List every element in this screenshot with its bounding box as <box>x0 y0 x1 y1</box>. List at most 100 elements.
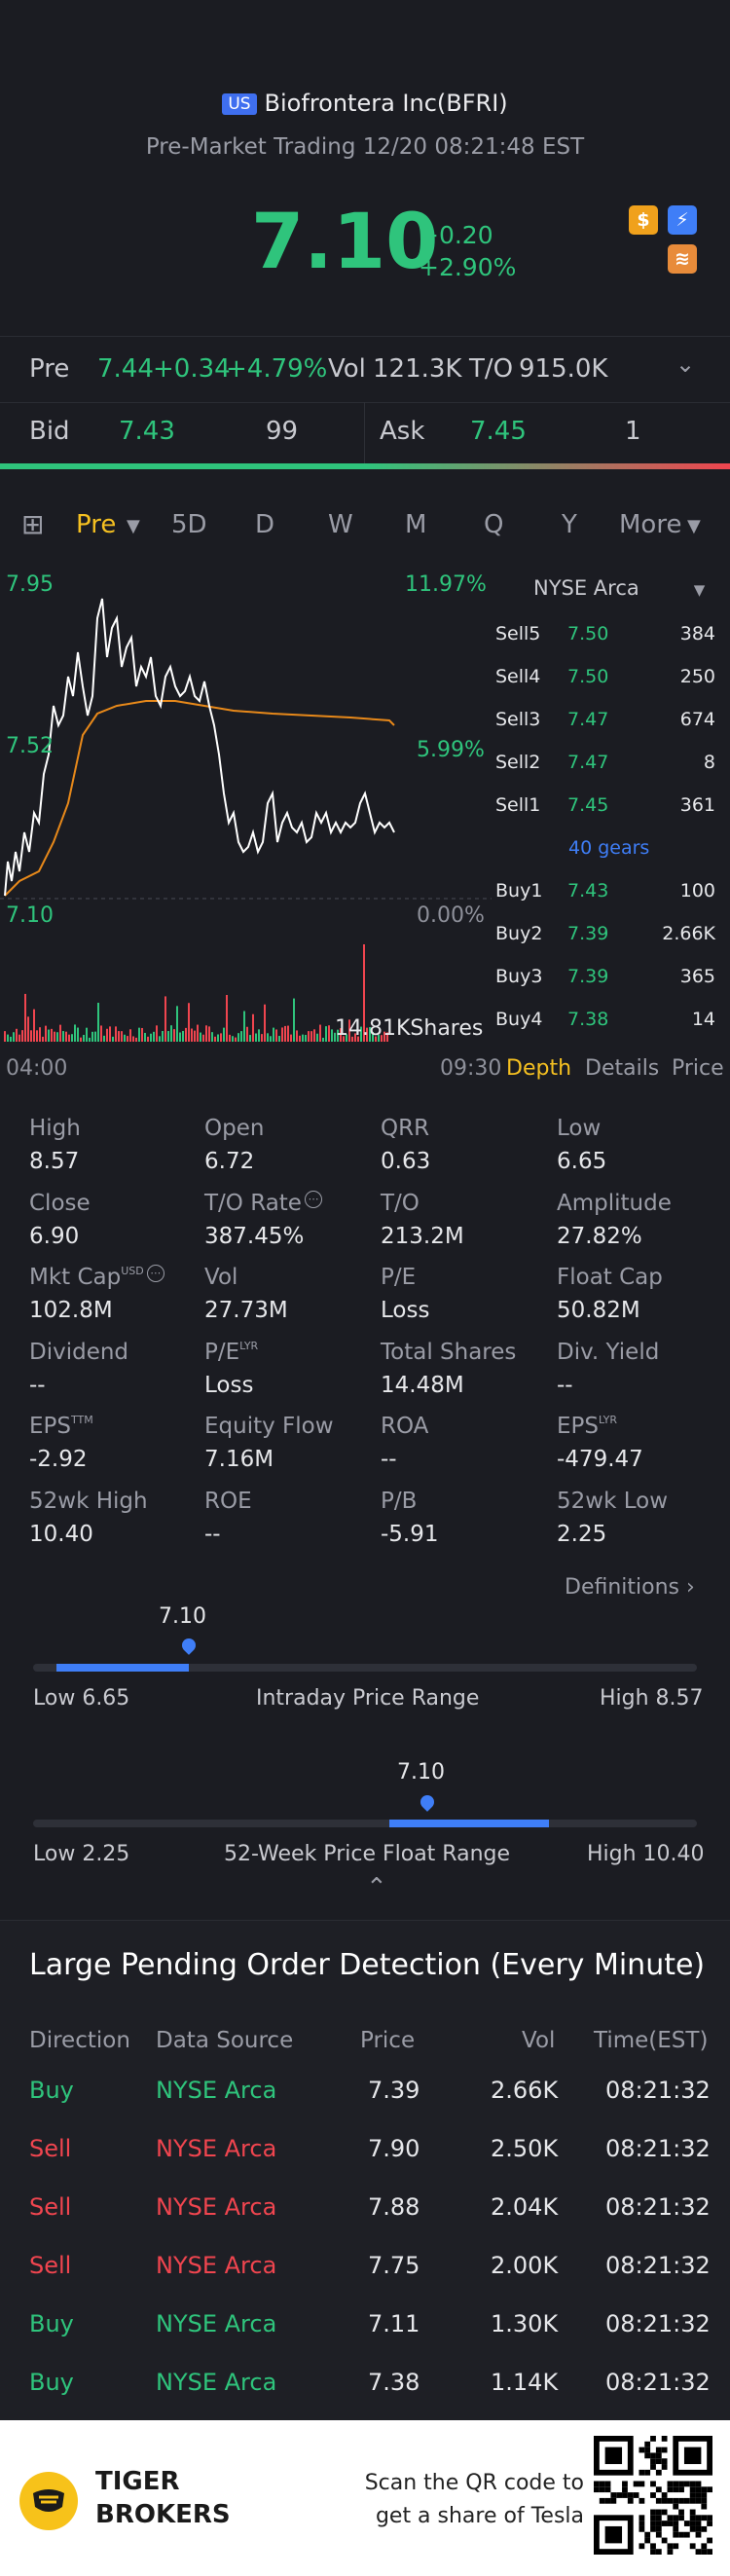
stat-superscript: LYR <box>599 1414 618 1426</box>
volume-bar <box>378 1034 380 1042</box>
info-icon[interactable]: ⋯ <box>146 1265 164 1282</box>
volume-bar <box>162 1031 164 1042</box>
chart-y-mid: 7.52 <box>6 734 54 758</box>
week52-low: Low 2.25 <box>33 1842 130 1866</box>
sell-row[interactable]: Sell5 7.50 384 <box>492 623 725 662</box>
tab-year[interactable]: Y <box>562 510 577 539</box>
orders-header-time: Time(EST) <box>594 2028 709 2053</box>
sell-row[interactable]: Sell2 7.47 8 <box>492 752 725 791</box>
depth-gears[interactable]: 40 gears <box>568 837 650 859</box>
volume-bar <box>360 1026 362 1042</box>
stock-header: US Biofrontera Inc(BFRI) Pre-Market Tradi… <box>0 0 730 326</box>
buy-row[interactable]: Buy1 7.43 100 <box>492 880 725 919</box>
volume-bar <box>27 1016 29 1042</box>
bid-ask-row: Bid 7.43 99 Ask 7.45 1 <box>0 402 730 464</box>
tab-day[interactable]: D <box>255 510 275 539</box>
volume-bar <box>179 1032 181 1042</box>
order-price: 7.88 <box>368 2193 420 2221</box>
chart-period-tabs: ⊞ Pre ▼ 5D D W M Q Y More ▼ <box>0 497 730 555</box>
volume-bar <box>36 1030 38 1042</box>
buy-price: 7.43 <box>567 880 609 902</box>
volume-bar <box>48 1029 50 1042</box>
stat-label: Dividend <box>29 1339 129 1365</box>
orders-header-price: Price <box>360 2028 416 2053</box>
qr-code-icon[interactable] <box>594 2436 712 2555</box>
tab-depth[interactable]: Depth <box>506 1056 572 1081</box>
definitions-link[interactable]: Definitions › <box>565 1575 695 1600</box>
footer-banner: TIGER BROKERS Scan the QR code to get a … <box>0 2420 730 2576</box>
exchange-dropdown-icon[interactable]: ▼ <box>693 581 706 599</box>
price-change-percent: +2.90% <box>419 253 517 281</box>
layout-grid-icon[interactable]: ⊞ <box>21 508 45 540</box>
volume-shares-label: 14.81KShares <box>335 1016 484 1041</box>
volume-bar <box>24 993 26 1042</box>
volume-bar <box>182 1030 184 1042</box>
stat-value: 10.40 <box>29 1521 93 1547</box>
tab-more-dropdown-icon[interactable]: ▼ <box>687 516 701 536</box>
intraday-high: High 8.57 <box>600 1686 704 1711</box>
stack-icon[interactable]: ≋ <box>668 244 697 274</box>
large-order-detection: Large Pending Order Detection (Every Min… <box>0 1920 730 2421</box>
volume-bar <box>167 1031 169 1042</box>
week52-high: High 10.40 <box>587 1842 705 1866</box>
stat-value: -5.91 <box>381 1521 439 1547</box>
volume-bar <box>229 1034 231 1042</box>
stat-value: 8.57 <box>29 1149 80 1174</box>
bid-ask-ratio-bar <box>0 463 730 469</box>
volume-bar <box>325 1026 327 1042</box>
chevron-down-icon[interactable]: ⌄ <box>675 350 696 378</box>
volume-bar <box>16 1028 18 1042</box>
tab-week[interactable]: W <box>328 510 353 539</box>
tab-quarter[interactable]: Q <box>484 510 504 539</box>
buy-price: 7.39 <box>567 966 609 987</box>
volume-bar <box>319 1024 321 1042</box>
volume-bar <box>103 1035 105 1042</box>
sell-row[interactable]: Sell4 7.50 250 <box>492 666 725 705</box>
stat-label: Amplitude <box>557 1190 672 1216</box>
sell-level: Sell1 <box>495 794 541 816</box>
sell-size: 361 <box>679 794 715 816</box>
dollar-icon[interactable]: $ <box>629 205 658 235</box>
volume-bar <box>255 1033 257 1042</box>
lightning-icon[interactable]: ⚡ <box>668 205 697 235</box>
tab-pre[interactable]: Pre <box>76 510 117 539</box>
volume-bar <box>381 1035 383 1042</box>
volume-bar <box>200 1032 201 1042</box>
stat-label: Div. Yield <box>557 1339 660 1365</box>
volume-bar <box>30 1030 32 1042</box>
tab-price[interactable]: Price <box>672 1056 724 1081</box>
chevron-right-icon: › <box>686 1575 695 1600</box>
stat-value: 6.65 <box>557 1149 607 1174</box>
volume-bar <box>287 1025 289 1042</box>
buy-row[interactable]: Buy3 7.39 365 <box>492 966 725 1005</box>
premarket-change: +0.34 <box>153 354 231 384</box>
depth-exchange[interactable]: NYSE Arca ▼ <box>533 576 705 600</box>
sell-row[interactable]: Sell3 7.47 674 <box>492 709 725 748</box>
stat-value: 2.25 <box>557 1521 607 1547</box>
volume-bar <box>366 1027 368 1042</box>
sell-level: Sell5 <box>495 623 541 644</box>
qr-caption-line1: Scan the QR code to <box>364 2471 584 2495</box>
ask-size: 1 <box>625 417 641 446</box>
buy-row[interactable]: Buy4 7.38 14 <box>492 1009 725 1048</box>
tab-details[interactable]: Details <box>585 1056 660 1081</box>
volume-bar <box>313 1029 315 1042</box>
stat-value: 6.72 <box>204 1149 255 1174</box>
collapse-chevron-icon[interactable]: ⌃ <box>366 1873 387 1902</box>
premarket-row[interactable]: Pre 7.44 +0.34 +4.79% Vol 121.3K T/O 915… <box>0 336 730 403</box>
tab-pre-dropdown-icon[interactable]: ▼ <box>127 516 140 536</box>
tab-more[interactable]: More <box>619 510 682 539</box>
tab-month[interactable]: M <box>405 510 427 539</box>
tab-5d[interactable]: 5D <box>171 510 207 539</box>
stat-label: Vol <box>204 1265 238 1290</box>
volume-bar <box>284 1025 286 1042</box>
stat-value: 27.73M <box>204 1298 288 1323</box>
buy-row[interactable]: Buy2 7.39 2.66K <box>492 923 725 962</box>
order-price: 7.90 <box>368 2135 420 2162</box>
intraday-chart[interactable] <box>0 560 492 1047</box>
volume-bar <box>138 1027 140 1042</box>
volume-bar <box>372 1031 374 1042</box>
info-icon[interactable]: ⋯ <box>304 1190 322 1208</box>
volume-bar <box>54 1031 55 1042</box>
sell-row[interactable]: Sell1 7.45 361 <box>492 794 725 833</box>
